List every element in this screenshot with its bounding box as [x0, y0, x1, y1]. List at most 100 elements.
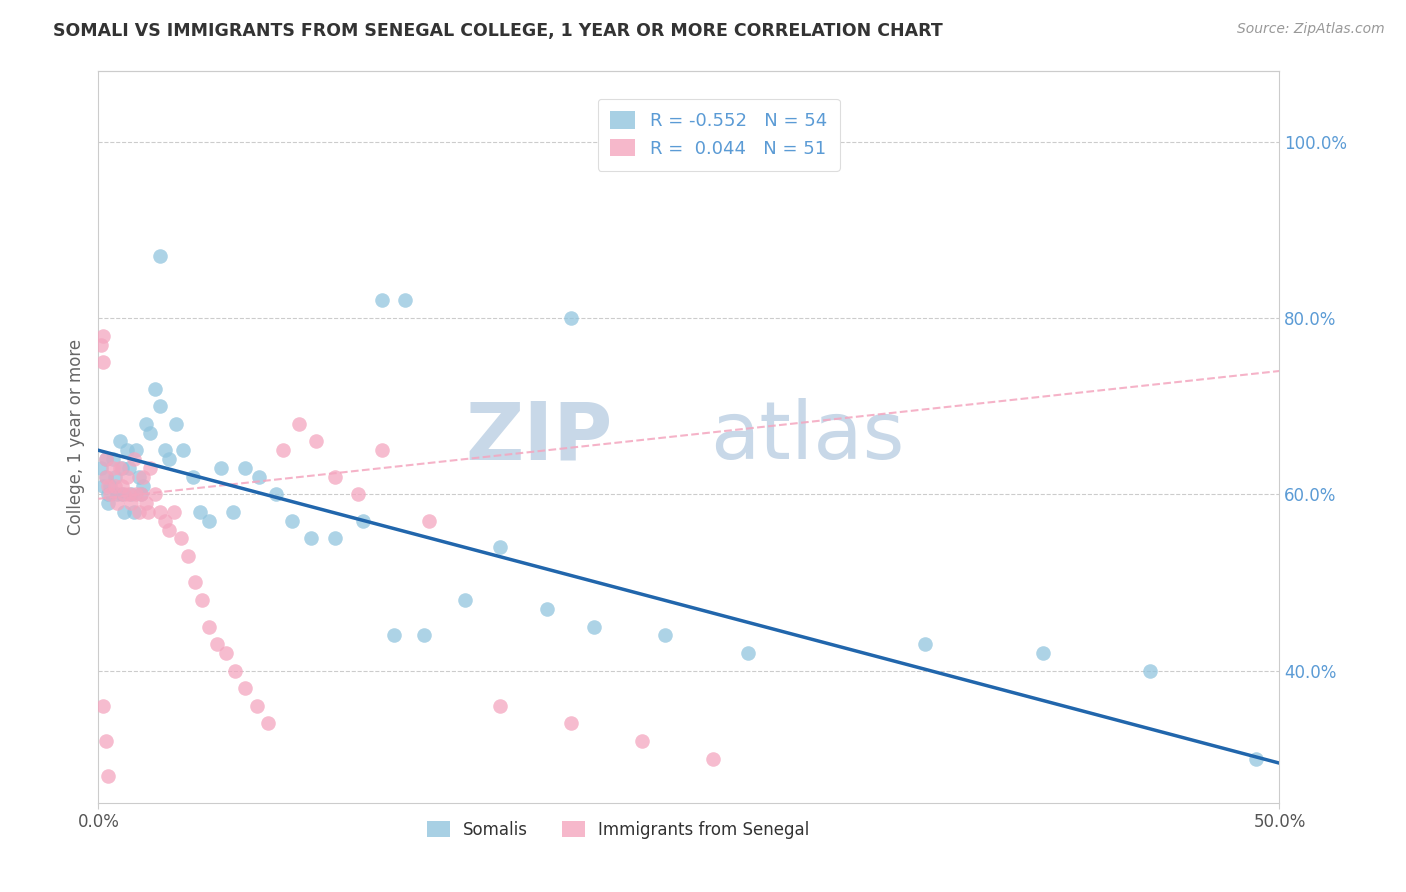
- Point: [97, 487, 120, 501]
- Point: [536, 602, 558, 616]
- Point: [382, 628, 405, 642]
- Point: [352, 514, 374, 528]
- Point: [394, 293, 416, 308]
- Point: [323, 532, 346, 546]
- Point: [97, 496, 120, 510]
- Point: [157, 452, 180, 467]
- Point: [288, 417, 311, 431]
- Point: [257, 716, 280, 731]
- Point: [143, 487, 166, 501]
- Point: [121, 496, 143, 510]
- Point: [94, 734, 117, 748]
- Point: [198, 619, 221, 633]
- Legend: Somalis, Immigrants from Senegal: Somalis, Immigrants from Senegal: [420, 814, 817, 846]
- Point: [115, 443, 138, 458]
- Point: [224, 664, 246, 678]
- Point: [233, 681, 256, 696]
- Point: [630, 734, 652, 748]
- Point: [112, 505, 135, 519]
- Point: [128, 469, 150, 483]
- Point: [165, 417, 187, 431]
- Point: [170, 532, 193, 546]
- Point: [246, 698, 269, 713]
- Point: [191, 593, 214, 607]
- Point: [111, 461, 134, 475]
- Point: [181, 469, 204, 483]
- Point: [737, 646, 759, 660]
- Point: [135, 417, 157, 431]
- Point: [163, 505, 186, 519]
- Point: [104, 478, 127, 492]
- Point: [188, 505, 211, 519]
- Point: [101, 452, 124, 467]
- Point: [105, 496, 128, 510]
- Point: [305, 434, 328, 449]
- Point: [94, 452, 117, 467]
- Point: [149, 249, 172, 263]
- Point: [90, 461, 112, 475]
- Point: [157, 523, 180, 537]
- Point: [264, 487, 287, 501]
- Point: [143, 382, 166, 396]
- Point: [91, 355, 114, 369]
- Point: [97, 769, 120, 783]
- Point: [94, 469, 117, 483]
- Point: [91, 478, 114, 492]
- Y-axis label: College, 1 year or more: College, 1 year or more: [66, 339, 84, 535]
- Point: [914, 637, 936, 651]
- Point: [583, 619, 606, 633]
- Point: [1139, 664, 1161, 678]
- Point: [105, 487, 128, 501]
- Point: [153, 514, 176, 528]
- Point: [418, 514, 440, 528]
- Point: [90, 337, 112, 351]
- Point: [118, 461, 141, 475]
- Point: [654, 628, 676, 642]
- Point: [94, 469, 117, 483]
- Point: [97, 478, 120, 492]
- Point: [129, 487, 152, 501]
- Point: [453, 593, 475, 607]
- Point: [98, 478, 121, 492]
- Point: [104, 469, 127, 483]
- Point: [91, 698, 114, 713]
- Point: [128, 505, 150, 519]
- Point: [489, 540, 512, 554]
- Point: [139, 425, 162, 440]
- Point: [121, 487, 143, 501]
- Point: [139, 461, 162, 475]
- Point: [205, 637, 228, 651]
- Point: [125, 443, 148, 458]
- Text: SOMALI VS IMMIGRANTS FROM SENEGAL COLLEGE, 1 YEAR OR MORE CORRELATION CHART: SOMALI VS IMMIGRANTS FROM SENEGAL COLLEG…: [53, 22, 943, 40]
- Point: [177, 549, 200, 563]
- Point: [108, 434, 131, 449]
- Point: [94, 452, 117, 467]
- Point: [129, 487, 152, 501]
- Point: [111, 478, 134, 492]
- Text: ZIP: ZIP: [465, 398, 612, 476]
- Point: [112, 487, 135, 501]
- Point: [233, 461, 256, 475]
- Point: [118, 487, 141, 501]
- Point: [91, 328, 114, 343]
- Point: [299, 532, 322, 546]
- Point: [132, 478, 155, 492]
- Point: [702, 752, 724, 766]
- Text: Source: ZipAtlas.com: Source: ZipAtlas.com: [1237, 22, 1385, 37]
- Point: [135, 496, 157, 510]
- Point: [209, 461, 232, 475]
- Point: [281, 514, 304, 528]
- Point: [371, 293, 394, 308]
- Point: [115, 469, 138, 483]
- Point: [222, 505, 245, 519]
- Point: [1032, 646, 1054, 660]
- Point: [122, 452, 145, 467]
- Point: [108, 461, 131, 475]
- Point: [136, 505, 159, 519]
- Point: [184, 575, 207, 590]
- Point: [1244, 752, 1267, 766]
- Point: [98, 487, 121, 501]
- Point: [153, 443, 176, 458]
- Point: [172, 443, 194, 458]
- Point: [101, 461, 124, 475]
